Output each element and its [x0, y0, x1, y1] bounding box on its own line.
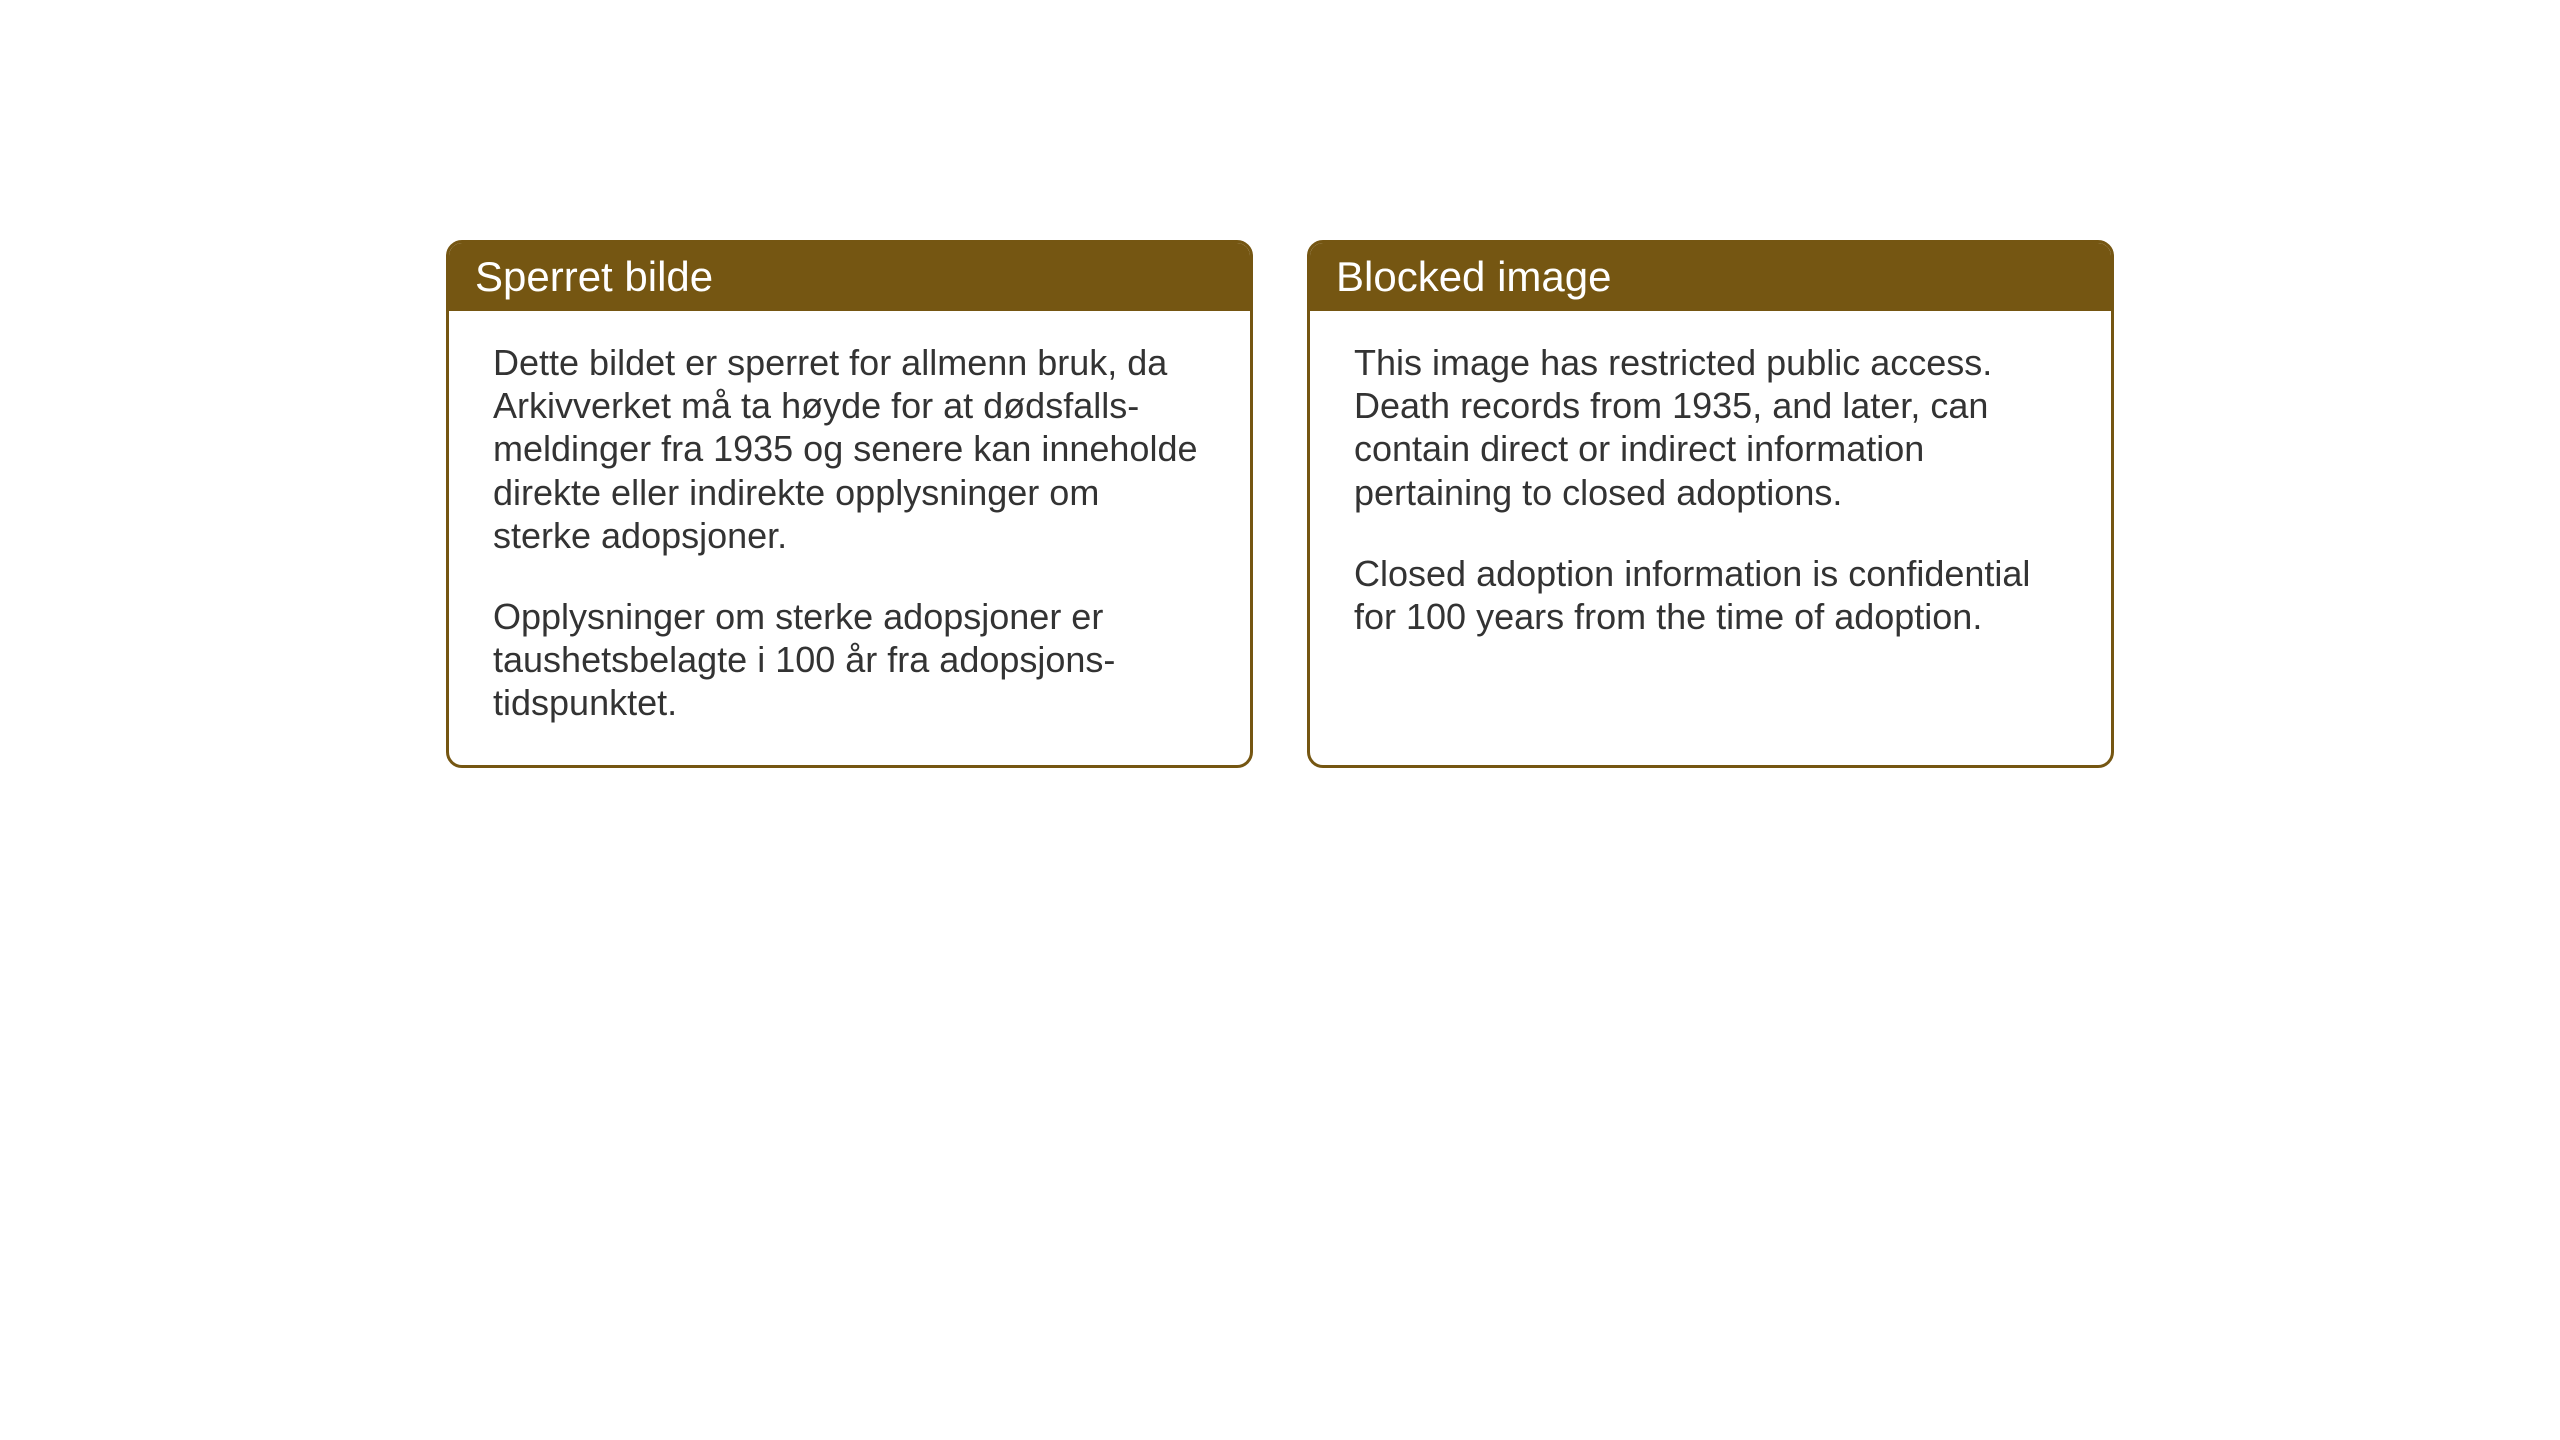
english-paragraph-1: This image has restricted public access.…: [1354, 341, 2067, 514]
norwegian-card-body: Dette bildet er sperret for allmenn bruk…: [449, 311, 1250, 765]
norwegian-card-title: Sperret bilde: [475, 253, 713, 300]
english-card-header: Blocked image: [1310, 243, 2111, 311]
english-card: Blocked image This image has restricted …: [1307, 240, 2114, 768]
norwegian-paragraph-2: Opplysninger om sterke adopsjoner er tau…: [493, 595, 1206, 725]
english-paragraph-2: Closed adoption information is confident…: [1354, 552, 2067, 638]
norwegian-paragraph-1: Dette bildet er sperret for allmenn bruk…: [493, 341, 1206, 557]
english-card-title: Blocked image: [1336, 253, 1611, 300]
cards-container: Sperret bilde Dette bildet er sperret fo…: [446, 240, 2114, 768]
norwegian-card: Sperret bilde Dette bildet er sperret fo…: [446, 240, 1253, 768]
english-card-body: This image has restricted public access.…: [1310, 311, 2111, 678]
norwegian-card-header: Sperret bilde: [449, 243, 1250, 311]
